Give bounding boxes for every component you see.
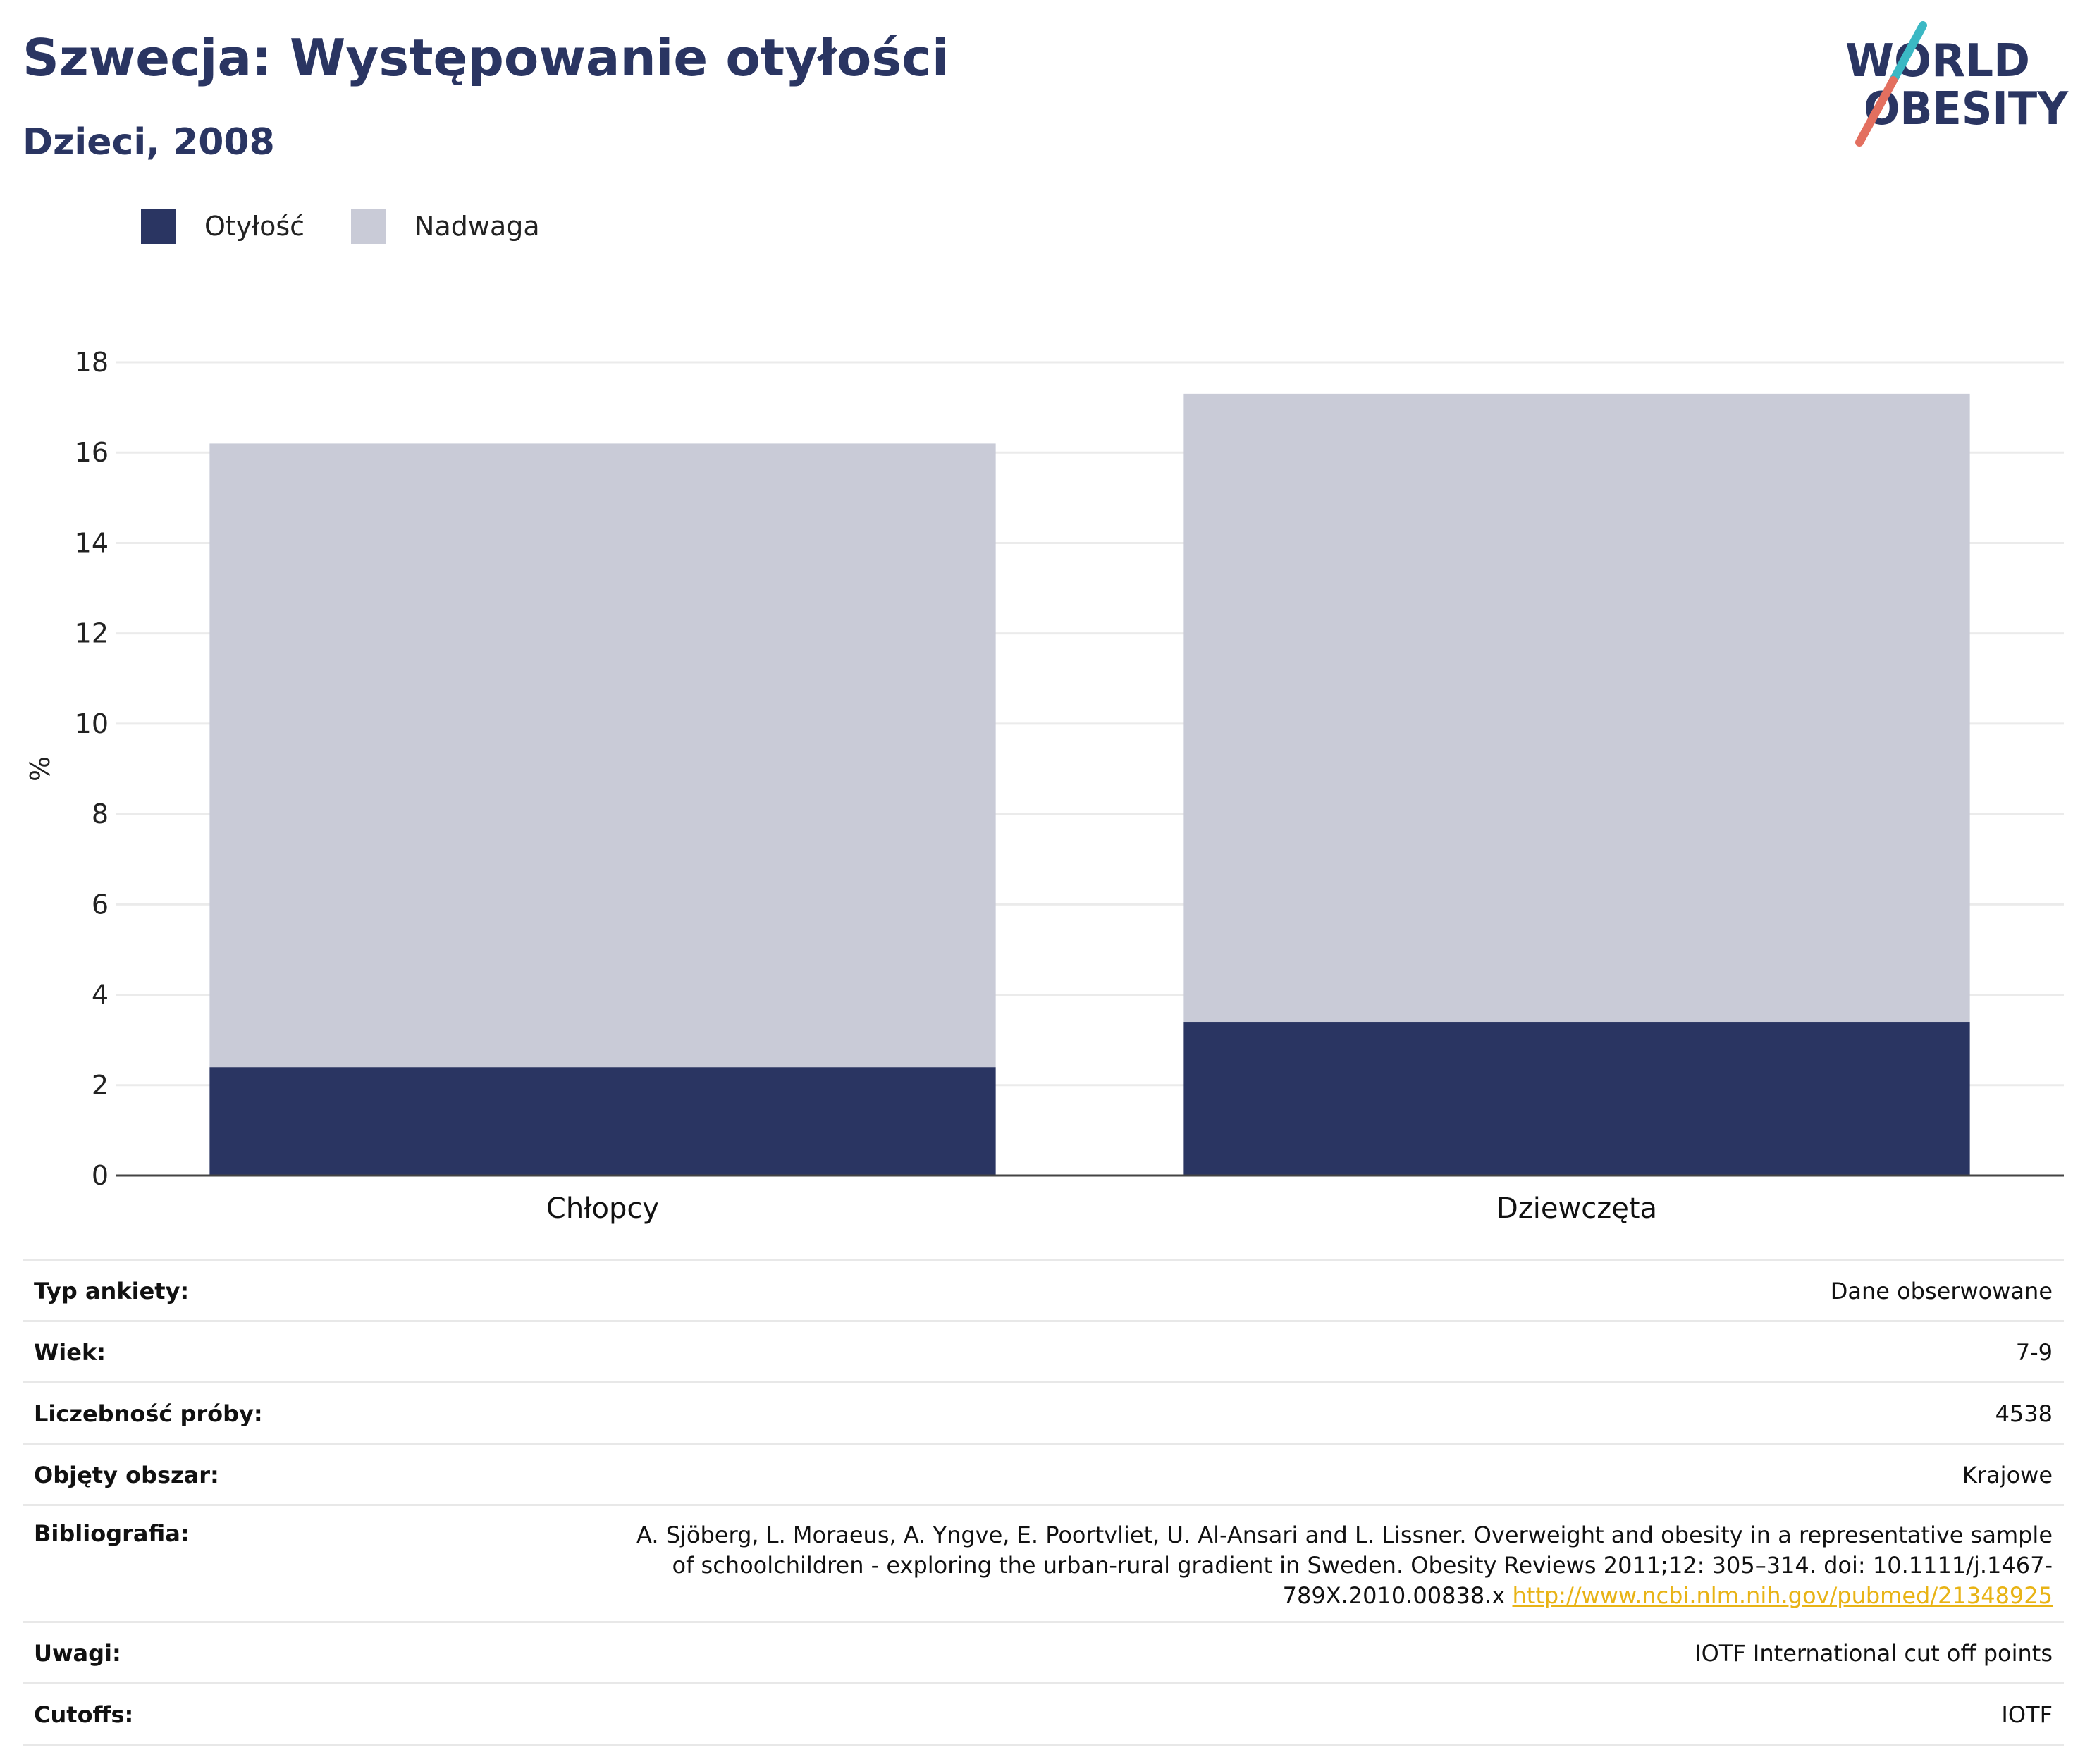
logo-slash-coral xyxy=(1855,76,1898,147)
legend-label-overweight: Nadwaga xyxy=(414,211,540,242)
info-table: Typ ankiety: Dane obserwowane Wiek: 7-9 … xyxy=(23,1259,2064,1746)
info-value: 4538 xyxy=(1995,1400,2053,1427)
info-value: 7-9 xyxy=(2015,1339,2053,1366)
y-axis-label: % xyxy=(25,756,56,782)
y-tick-label: 10 xyxy=(75,708,109,739)
info-label: Bibliografia: xyxy=(34,1520,190,1547)
page-subtitle: Dzieci, 2008 xyxy=(23,121,275,164)
y-tick-label: 12 xyxy=(75,618,109,649)
legend-label-obesity: Otyłość xyxy=(204,211,305,242)
legend-swatch-overweight xyxy=(351,209,387,244)
info-label: Wiek: xyxy=(34,1339,106,1366)
legend-swatch-obesity xyxy=(141,209,176,244)
info-row-age: Wiek: 7-9 xyxy=(23,1320,2064,1381)
y-tick-label: 2 xyxy=(92,1070,109,1101)
y-tick-label: 4 xyxy=(92,980,109,1011)
bar-overweight-1[interactable] xyxy=(1183,393,1970,1023)
bar-obesity-1[interactable] xyxy=(1183,1022,1970,1176)
bar-overweight-0[interactable] xyxy=(209,443,996,1068)
y-tick-label: 0 xyxy=(92,1160,109,1191)
info-row-area: Objęty obszar: Krajowe xyxy=(23,1443,2064,1504)
logo-text-world: WORLD xyxy=(1845,35,2030,87)
x-category-label: Chłopcy xyxy=(546,1192,659,1225)
legend-item-obesity[interactable]: Otyłość xyxy=(141,209,305,244)
info-label: Liczebność próby: xyxy=(34,1400,263,1427)
legend-item-overweight[interactable]: Nadwaga xyxy=(351,209,540,244)
y-tick-label: 18 xyxy=(75,347,109,378)
info-row-cutoffs: Cutoffs: IOTF xyxy=(23,1682,2064,1746)
bar-obesity-0[interactable] xyxy=(209,1067,996,1176)
y-tick-label: 14 xyxy=(75,527,109,558)
y-tick-label: 8 xyxy=(92,798,109,829)
x-category-label: Dziewczęta xyxy=(1496,1192,1657,1225)
info-label: Typ ankiety: xyxy=(34,1278,190,1305)
info-row-bibliography: Bibliografia: A. Sjöberg, L. Moraeus, A.… xyxy=(23,1504,2064,1621)
info-value: IOTF International cut off points xyxy=(1695,1640,2053,1667)
logo-text-obesity: OBESITY xyxy=(1864,83,2069,135)
info-label: Uwagi: xyxy=(34,1640,121,1667)
logo-slash-teal xyxy=(1889,21,1927,85)
page-title: Szwecja: Występowanie otyłości xyxy=(23,28,949,87)
info-row-sample-size: Liczebność próby: 4538 xyxy=(23,1381,2064,1443)
y-tick-label: 6 xyxy=(92,889,109,920)
chart-legend: Otyłość Nadwaga xyxy=(141,209,586,244)
bibliography-text: A. Sjöberg, L. Moraeus, A. Yngve, E. Poo… xyxy=(636,1522,2053,1609)
info-label: Cutoffs: xyxy=(34,1701,134,1728)
bibliography-value: A. Sjöberg, L. Moraeus, A. Yngve, E. Poo… xyxy=(615,1520,2053,1611)
bar-chart: 0 2 4 6 8 10 12 14 16 18% Chłopcy Dziewczęta xyxy=(25,347,2064,1225)
info-row-survey-type: Typ ankiety: Dane obserwowane xyxy=(23,1259,2064,1320)
info-value: IOTF xyxy=(2001,1701,2053,1728)
info-value: Krajowe xyxy=(1962,1462,2053,1488)
y-tick-label: 16 xyxy=(75,437,109,468)
world-obesity-logo: WORLD OBESITY xyxy=(1845,21,2069,147)
info-row-notes: Uwagi: IOTF International cut off points xyxy=(23,1621,2064,1682)
bibliography-link[interactable]: http://www.ncbi.nlm.nih.gov/pubmed/21348… xyxy=(1512,1582,2053,1609)
info-value: Dane obserwowane xyxy=(1830,1278,2053,1305)
info-label: Objęty obszar: xyxy=(34,1462,219,1488)
